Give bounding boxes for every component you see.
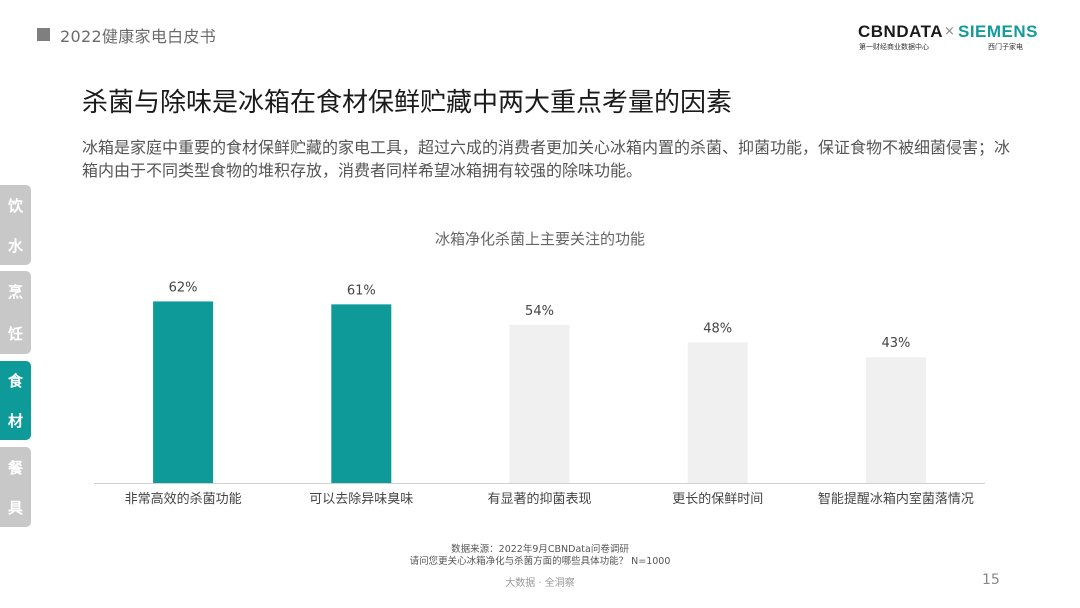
category-label: 非常高效的杀菌功能 [125,491,242,507]
page-title: 杀菌与除味是冰箱在食材保鲜贮藏中两大重点考量的因素 [82,88,733,118]
bar-value-label: 62% [169,280,198,295]
partner-logos: CBNDATA 第一财经商业数据中心 × SIEMENS 西门子家电 [856,20,1056,54]
header-square-icon [37,28,50,41]
cbndata-logo: CBNDATA [858,22,944,41]
category-label: 智能提醒冰箱内室菌落情况 [818,491,974,507]
cbndata-logo-subtitle: 第一财经商业数据中心 [859,43,929,51]
side-tab-char: 饪 [7,324,23,343]
side-tab-char: 具 [7,498,23,517]
bar [687,342,748,483]
bar-value-label: 43% [881,336,910,351]
side-tab-char: 餐 [7,458,23,477]
side-tab-ingredients[interactable]: 食 材 [0,361,31,440]
header-title: 2022健康家电白皮书 [60,27,217,46]
bar [153,301,214,483]
bar-value-label: 61% [347,283,376,298]
bar-value-label: 54% [525,304,554,319]
page-number: 15 [982,572,1000,588]
side-tab-drinking-water[interactable]: 饮 水 [0,185,31,265]
side-tab-char: 烹 [7,283,23,302]
category-label: 更长的保鲜时间 [672,491,763,507]
siemens-logo: SIEMENS [958,22,1039,41]
bar-value-label: 48% [703,321,732,336]
logo-separator: × [944,24,955,39]
bar [509,324,570,483]
page-description: 冰箱是家庭中重要的食材保鲜贮藏的家电工具，超过六成的消费者更加关心冰箱内置的杀菌… [82,138,1011,180]
side-tab-char: 食 [7,372,23,391]
category-label: 有显著的抑菌表现 [487,491,591,507]
side-tab-char: 水 [7,236,23,255]
side-tab-tableware[interactable]: 餐 具 [0,447,31,527]
category-label: 可以去除异味臭味 [309,492,413,507]
source-line-2: 请问您更关心冰箱净化与杀菌方面的哪些具体功能？ N=1000 [409,556,671,567]
side-tab-char: 材 [7,411,23,430]
side-tab-cooking[interactable]: 烹 饪 [0,271,31,354]
bar [865,357,926,483]
side-tab-char: 饮 [7,196,23,215]
chart-title: 冰箱净化杀菌上主要关注的功能 [435,230,645,248]
siemens-logo-subtitle: 西门子家电 [988,43,1023,51]
footer-slogan: 大数据 · 全洞察 [505,578,575,589]
bar [331,304,392,483]
source-line-1: 数据来源：2022年9月CBNData问卷调研 [451,544,629,555]
